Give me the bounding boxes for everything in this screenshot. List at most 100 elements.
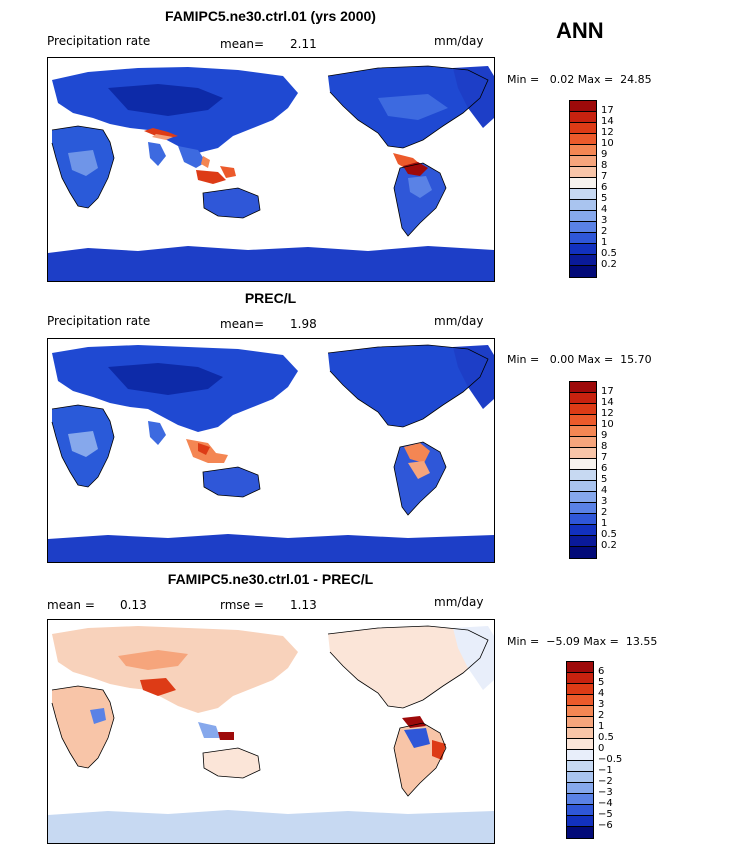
colorbar-swatch — [570, 448, 596, 459]
colorbar-swatch — [567, 805, 593, 816]
map-diff — [47, 619, 495, 844]
colorbar-level-label: 8 — [601, 160, 608, 171]
colorbar-level-label: 12 — [601, 408, 614, 419]
colorbar-swatch — [567, 761, 593, 772]
colorbar-level-label: 8 — [601, 441, 608, 452]
colorbar-swatch — [570, 112, 596, 123]
colorbar-swatch — [567, 717, 593, 728]
mean-value-obs: 1.98 — [290, 317, 317, 331]
colorbar-swatch — [570, 481, 596, 492]
colorbar-swatch — [570, 101, 596, 112]
colorbar-level-label: 10 — [601, 419, 614, 430]
colorbar-level-label: 1 — [601, 518, 608, 529]
units-model: mm/day — [434, 34, 484, 48]
mean-value-model: 2.11 — [290, 37, 317, 51]
colorbar-swatch — [570, 492, 596, 503]
colorbar-swatch — [570, 459, 596, 470]
colorbar-level-label: 5 — [601, 193, 608, 204]
colorbar-swatch — [570, 470, 596, 481]
colorbar-swatch — [570, 145, 596, 156]
colorbar-swatch — [567, 684, 593, 695]
colorbar-swatch — [570, 156, 596, 167]
colorbar-swatch — [570, 178, 596, 189]
colorbar-swatch — [570, 211, 596, 222]
colorbar-swatch — [570, 200, 596, 211]
rmse-value-diff: 1.13 — [290, 598, 317, 612]
colorbar-swatch — [567, 827, 593, 838]
colorbar-swatch — [567, 816, 593, 827]
colorbar-swatch — [570, 189, 596, 200]
colorbar-swatch — [570, 404, 596, 415]
colorbar-swatch — [567, 794, 593, 805]
colorbar-level-label: 2 — [598, 710, 605, 721]
map-obs — [47, 338, 495, 563]
colorbar-swatch — [570, 514, 596, 525]
colorbar-swatch — [570, 255, 596, 266]
colorbar-level-label: 3 — [598, 699, 605, 710]
colorbar-level-label: 6 — [601, 463, 608, 474]
colorbar-level-label: 9 — [601, 149, 608, 160]
colorbar-level-label: 0.5 — [601, 529, 617, 540]
colorbar-swatch — [570, 382, 596, 393]
colorbar-swatch — [570, 222, 596, 233]
colorbar-level-label: −0.5 — [598, 754, 623, 765]
colorbar-level-label: 4 — [598, 688, 605, 699]
mean-label-diff: mean = — [47, 598, 95, 612]
colorbar-swatch — [570, 547, 596, 558]
colorbar-swatch — [570, 536, 596, 547]
colorbar-level-label: 10 — [601, 138, 614, 149]
panel-left-label-obs: Precipitation rate — [47, 314, 151, 328]
colorbar-swatch — [570, 503, 596, 514]
colorbar-swatch — [567, 673, 593, 684]
colorbar-level-label: 14 — [601, 397, 614, 408]
colorbar-swatch — [567, 739, 593, 750]
colorbar-level-label: 17 — [601, 386, 614, 397]
colorbar-obs — [569, 381, 597, 559]
colorbar-model — [569, 100, 597, 278]
colorbar-level-label: 7 — [601, 171, 608, 182]
panel-left-label-model: Precipitation rate — [47, 34, 151, 48]
colorbar-level-label: 1 — [598, 721, 605, 732]
colorbar-level-label: −4 — [598, 798, 613, 809]
colorbar-level-label: 3 — [601, 496, 608, 507]
colorbar-level-label: 17 — [601, 105, 614, 116]
colorbar-level-label: 0.5 — [601, 248, 617, 259]
minmax-obs: Min = 0.00 Max = 15.70 — [507, 353, 652, 366]
colorbar-swatch — [567, 772, 593, 783]
colorbar-level-label: 2 — [601, 226, 608, 237]
colorbar-level-label: −5 — [598, 809, 613, 820]
colorbar-level-label: 0.5 — [598, 732, 614, 743]
colorbar-level-label: −6 — [598, 820, 613, 831]
colorbar-swatch — [567, 783, 593, 794]
colorbar-level-label: 7 — [601, 452, 608, 463]
mean-label-model: mean= — [220, 37, 265, 51]
colorbar-swatch — [570, 525, 596, 536]
panel-title-model: FAMIPC5.ne30.ctrl.01 (yrs 2000) — [165, 8, 376, 24]
colorbar-level-label: 4 — [601, 204, 608, 215]
colorbar-level-label: −3 — [598, 787, 613, 798]
colorbar-level-label: 5 — [598, 677, 605, 688]
colorbar-swatch — [570, 393, 596, 404]
minmax-model: Min = 0.02 Max = 24.85 — [507, 73, 652, 86]
colorbar-swatch — [570, 167, 596, 178]
colorbar-level-label: 6 — [598, 666, 605, 677]
colorbar-level-label: −2 — [598, 776, 613, 787]
colorbar-level-label: 14 — [601, 116, 614, 127]
colorbar-swatch — [570, 244, 596, 255]
colorbar-swatch — [570, 415, 596, 426]
colorbar-swatch — [570, 266, 596, 277]
precip-map-model — [48, 65, 494, 281]
colorbar-swatch — [567, 695, 593, 706]
precip-map-obs — [48, 344, 494, 562]
colorbar-swatch — [570, 123, 596, 134]
panel-title-diff: FAMIPC5.ne30.ctrl.01 - PREC/L — [167, 571, 374, 587]
colorbar-level-label: 1 — [601, 237, 608, 248]
colorbar-swatch — [570, 426, 596, 437]
colorbar-level-label: 9 — [601, 430, 608, 441]
season-label: ANN — [556, 18, 604, 43]
colorbar-level-label: 2 — [601, 507, 608, 518]
colorbar-level-label: 0 — [598, 743, 605, 754]
colorbar-swatch — [570, 437, 596, 448]
colorbar-swatch — [570, 134, 596, 145]
colorbar-diff — [566, 661, 594, 839]
